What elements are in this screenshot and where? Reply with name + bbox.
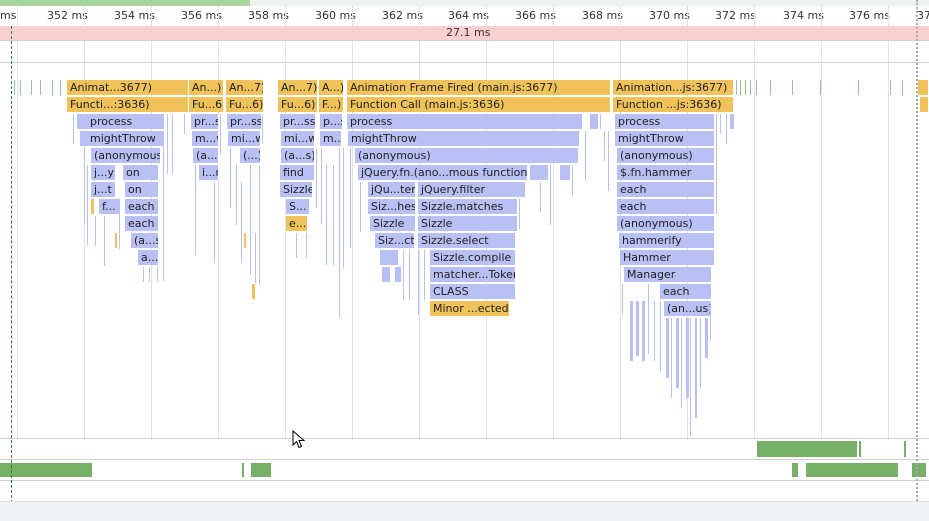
- flame-event[interactable]: each: [125, 199, 159, 214]
- flame-event[interactable]: on: [125, 182, 159, 197]
- flame-event[interactable]: process: [77, 114, 165, 129]
- flame-event[interactable]: mightThrow: [348, 131, 580, 146]
- flame-event[interactable]: find: [280, 165, 315, 180]
- flame-event[interactable]: Animation...js:3677): [613, 80, 734, 95]
- flame-event[interactable]: Fu...6): [278, 97, 318, 112]
- flame-event[interactable]: mi...w: [281, 131, 315, 146]
- flame-event[interactable]: mi...w: [228, 131, 261, 146]
- flame-event[interactable]: Minor ...ected): [430, 301, 510, 316]
- frame-duration-bar[interactable]: [0, 26, 929, 40]
- flame-event[interactable]: An...7): [278, 80, 318, 95]
- flame-event[interactable]: Fu...6): [226, 97, 264, 112]
- flame-event[interactable]: Hammer: [620, 250, 715, 265]
- flame-event[interactable]: S...: [286, 199, 310, 214]
- flame-event[interactable]: jQuery.filter: [418, 182, 526, 197]
- flame-event[interactable]: hammerify: [619, 233, 715, 248]
- tick-label: 352 ms: [47, 9, 88, 22]
- flame-event[interactable]: each: [617, 199, 715, 214]
- flame-event[interactable]: Sizzle.matches: [418, 199, 518, 214]
- flame-event[interactable]: jQuery.fn.(ano...mous function): [358, 165, 528, 180]
- flame-event[interactable]: Manager: [624, 267, 712, 282]
- tick-label: 370 ms: [649, 9, 690, 22]
- flame-event[interactable]: (a...s): [281, 148, 315, 163]
- flame-event[interactable]: F...): [319, 97, 344, 112]
- tick-label: 356 ms: [181, 9, 222, 22]
- flame-event[interactable]: m...: [320, 131, 342, 146]
- flame-event[interactable]: each: [660, 284, 712, 299]
- flame-event[interactable]: (anonymous): [617, 148, 715, 163]
- flame-event[interactable]: An...): [189, 80, 224, 95]
- tick-label: 366 ms: [515, 9, 556, 22]
- tick-label: ms: [0, 9, 17, 22]
- flame-event[interactable]: j...y: [91, 165, 116, 180]
- flame-event[interactable]: matcher...Tokens: [430, 267, 516, 282]
- mouse-cursor-icon: [292, 430, 306, 449]
- flame-event[interactable]: (anonymous): [617, 216, 715, 231]
- tick-label: 358 ms: [248, 9, 289, 22]
- flame-event[interactable]: pr...ss: [280, 114, 316, 129]
- flame-event[interactable]: each: [617, 182, 715, 197]
- navigation-start-marker: [11, 26, 12, 508]
- flame-event[interactable]: Functi...:3636): [67, 97, 189, 112]
- tick-label: 368 ms: [582, 9, 623, 22]
- flame-event[interactable]: mightThrow: [80, 131, 165, 146]
- bottom-bar: [0, 501, 929, 521]
- tick-label: 354 ms: [114, 9, 155, 22]
- tick-label: 374 ms: [783, 9, 824, 22]
- flame-event[interactable]: CLASS: [430, 284, 516, 299]
- flame-event[interactable]: e...: [286, 216, 308, 231]
- flame-event[interactable]: (anonymous): [355, 148, 579, 163]
- tick-label: 360 ms: [315, 9, 356, 22]
- frame-end-marker: [916, 0, 918, 508]
- flame-event[interactable]: p...s: [320, 114, 343, 129]
- flame-event[interactable]: mightThrow: [615, 131, 715, 146]
- flame-event[interactable]: Animation Frame Fired (main.js:3677): [347, 80, 611, 95]
- flame-event[interactable]: process: [347, 114, 583, 129]
- tick-label: 372 ms: [715, 9, 756, 22]
- overview-activity: [0, 0, 250, 6]
- flame-event[interactable]: Fu...6): [189, 97, 224, 112]
- flame-event[interactable]: (anonymous): [91, 148, 161, 163]
- flame-event[interactable]: Siz...hes: [368, 199, 416, 214]
- flame-event[interactable]: a...: [138, 250, 159, 265]
- flame-event[interactable]: process: [615, 114, 715, 129]
- frame-duration-label: 27.1 ms: [446, 26, 491, 39]
- tick-label: 37: [917, 9, 929, 22]
- tick-label: 376 ms: [849, 9, 890, 22]
- flame-event[interactable]: Animat...3677): [67, 80, 189, 95]
- flame-event[interactable]: $.fn.hammer: [617, 165, 715, 180]
- flame-event[interactable]: Sizzle: [370, 216, 416, 231]
- overview-strip: [0, 0, 929, 6]
- flame-event[interactable]: jQu...ter: [368, 182, 416, 197]
- flame-event[interactable]: (a...s): [193, 148, 219, 163]
- flame-event[interactable]: i...r: [199, 165, 219, 180]
- tick-label: 362 ms: [382, 9, 423, 22]
- flame-event[interactable]: m...w: [192, 131, 219, 146]
- flame-event[interactable]: f...: [99, 199, 121, 214]
- flame-event[interactable]: (...): [240, 148, 261, 163]
- flame-event[interactable]: pr...ss: [191, 114, 219, 129]
- flame-event[interactable]: Sizzle.compile: [430, 250, 516, 265]
- flame-event[interactable]: (an...us): [664, 301, 712, 316]
- flame-event[interactable]: each: [125, 216, 159, 231]
- tick-label: 364 ms: [448, 9, 489, 22]
- flame-event[interactable]: Function ...js:3636): [613, 97, 734, 112]
- flame-event[interactable]: Sizzle: [280, 182, 313, 197]
- flame-event[interactable]: pr...ss: [227, 114, 262, 129]
- flame-event[interactable]: Function Call (main.js:3636): [347, 97, 611, 112]
- flame-event[interactable]: on: [123, 165, 159, 180]
- flame-event[interactable]: (a...s): [131, 233, 159, 248]
- flame-event[interactable]: Sizzle: [418, 216, 518, 231]
- flame-event[interactable]: Siz...ct: [375, 233, 415, 248]
- flame-event[interactable]: A...): [319, 80, 344, 95]
- flame-event[interactable]: Sizzle.select: [418, 233, 516, 248]
- flame-event[interactable]: j...t: [91, 182, 116, 197]
- flame-event[interactable]: An...7): [226, 80, 264, 95]
